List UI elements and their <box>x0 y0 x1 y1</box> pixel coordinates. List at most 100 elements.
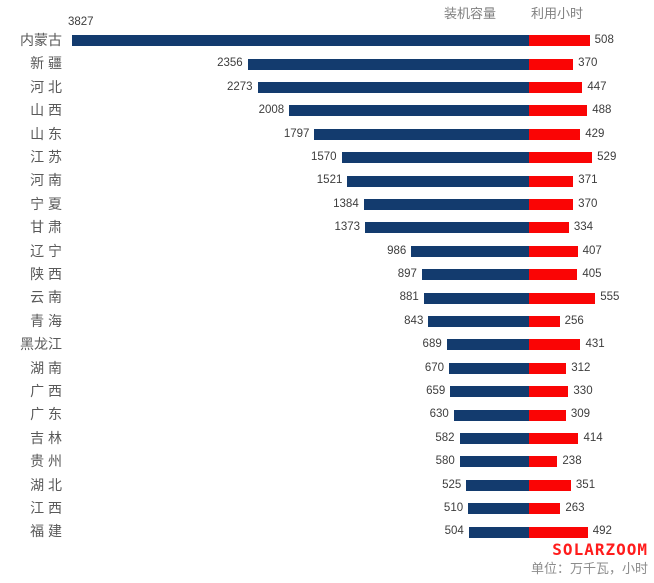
bar-chart-rows: 内蒙古 3827 508 新 疆 2356 370 河 北 2273 447 山… <box>0 16 654 545</box>
unit-note: 单位：万千瓦，小时 <box>530 561 648 576</box>
capacity-value-label: 504 <box>444 525 464 538</box>
hours-bar <box>529 292 596 304</box>
province-label: 陕 西 <box>30 266 62 282</box>
province-label: 青 海 <box>30 312 62 329</box>
hours-bar <box>529 432 579 444</box>
chart-row: 湖 北 525 351 <box>0 474 654 497</box>
hours-bar <box>529 198 574 210</box>
hours-value-label: 256 <box>564 314 584 327</box>
capacity-value-label: 670 <box>424 361 444 374</box>
capacity-value-label: 2356 <box>217 57 243 70</box>
chart-row: 广 东 630 309 <box>0 403 654 426</box>
province-label: 贵 州 <box>30 453 62 470</box>
hours-bar <box>529 269 578 281</box>
chart-row: 吉 林 582 414 <box>0 427 654 450</box>
capacity-value-label: 510 <box>443 502 464 514</box>
capacity-value-label: 630 <box>429 408 449 421</box>
province-label: 甘 肃 <box>30 219 62 236</box>
hours-value-label: 414 <box>583 431 603 444</box>
capacity-bar <box>411 245 529 257</box>
capacity-value-label: 1797 <box>283 127 310 140</box>
capacity-bar <box>72 35 529 47</box>
capacity-bar <box>468 526 529 538</box>
chart-row: 福 建 504 492 <box>0 520 654 543</box>
chart-row: 新 疆 2356 370 <box>0 52 654 75</box>
hours-bar <box>529 386 569 398</box>
hours-value-label: 351 <box>575 478 596 491</box>
chart-row: 贵 州 580 238 <box>0 450 654 473</box>
province-label: 黑龙江 <box>20 336 62 353</box>
capacity-bar <box>459 456 529 468</box>
hours-bar <box>529 362 567 374</box>
capacity-value-label: 659 <box>426 385 446 397</box>
capacity-value-label: 2008 <box>258 104 285 117</box>
hours-bar <box>529 58 574 70</box>
province-label: 湖 北 <box>30 476 62 493</box>
hours-bar <box>529 152 593 164</box>
capacity-value-label: 580 <box>435 455 455 468</box>
capacity-value-label: 843 <box>404 314 424 327</box>
hours-value-label: 370 <box>578 57 598 70</box>
capacity-bar <box>257 81 529 93</box>
hours-bar <box>529 128 581 140</box>
capacity-bar <box>466 479 529 491</box>
hours-bar <box>529 35 590 47</box>
hours-value-label: 492 <box>592 525 612 538</box>
capacity-value-label: 2273 <box>226 80 253 93</box>
chart-row: 云 南 881 555 <box>0 286 654 309</box>
province-label: 云 南 <box>30 289 62 306</box>
chart-row: 山 西 2008 488 <box>0 99 654 122</box>
province-label: 吉 林 <box>30 429 62 446</box>
chart-row: 宁 夏 1384 370 <box>0 193 654 216</box>
capacity-value-label: 582 <box>435 431 455 444</box>
hours-value-label: 407 <box>582 244 602 257</box>
hours-value-label: 330 <box>573 385 593 397</box>
capacity-value-label: 689 <box>422 338 442 351</box>
hours-value-label: 238 <box>562 455 582 468</box>
chart-row: 陕 西 897 405 <box>0 263 654 286</box>
capacity-bar <box>448 362 529 374</box>
hours-value-label: 488 <box>592 104 612 117</box>
province-label: 内蒙古 <box>20 32 62 48</box>
solarzoom-watermark: SOLARZOOM <box>552 540 648 559</box>
capacity-bar <box>421 269 529 281</box>
chart-row: 江 苏 1570 529 <box>0 146 654 169</box>
capacity-bar <box>453 409 529 421</box>
hours-bar <box>529 245 578 257</box>
hours-bar <box>529 456 558 468</box>
province-label: 广 东 <box>30 406 62 423</box>
chart-row: 甘 肃 1373 334 <box>0 216 654 239</box>
province-label: 宁 夏 <box>30 195 62 212</box>
chart-row: 山 东 1797 429 <box>0 123 654 146</box>
chart-row: 黑龙江 689 431 <box>0 333 654 356</box>
hours-value-label: 431 <box>585 338 605 351</box>
capacity-bar <box>341 152 529 164</box>
hours-value-label: 334 <box>573 221 594 234</box>
capacity-bar <box>363 198 529 210</box>
chart-row: 湖 南 670 312 <box>0 357 654 380</box>
hours-bar <box>529 222 569 234</box>
province-label: 辽 宁 <box>30 242 62 259</box>
province-label: 山 西 <box>30 102 62 119</box>
hours-bar <box>529 479 571 491</box>
capacity-value-label: 1373 <box>334 221 361 234</box>
capacity-value-label: 897 <box>397 268 417 280</box>
chart-row: 江 西 510 263 <box>0 497 654 520</box>
capacity-bar <box>446 339 529 351</box>
capacity-value-label: 1521 <box>316 174 343 187</box>
hours-bar <box>529 81 583 93</box>
capacity-value-label: 3827 <box>68 16 94 28</box>
chart-row: 河 北 2273 447 <box>0 76 654 99</box>
province-label: 江 西 <box>30 500 62 516</box>
capacity-bar <box>459 432 529 444</box>
chart-row: 广 西 659 330 <box>0 380 654 403</box>
capacity-bar <box>314 128 529 140</box>
capacity-value-label: 986 <box>387 244 407 257</box>
province-label: 新 疆 <box>30 55 62 72</box>
hours-value-label: 447 <box>587 80 607 93</box>
province-label: 福 建 <box>30 523 62 540</box>
capacity-bar <box>247 58 529 70</box>
capacity-bar <box>450 386 529 398</box>
hours-bar <box>529 409 566 421</box>
